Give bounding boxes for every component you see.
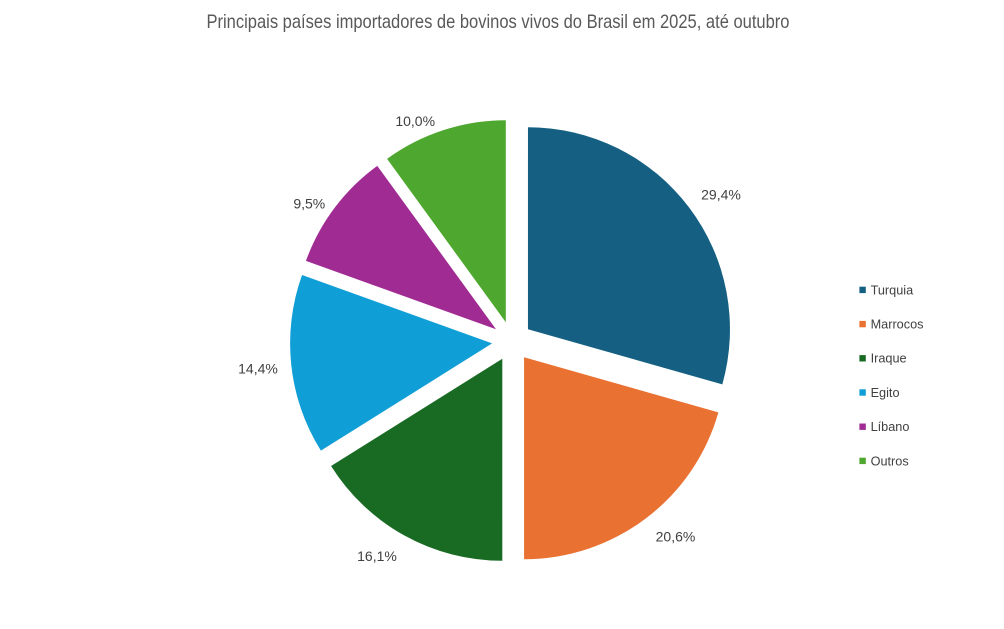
svg-text:Outros: Outros (871, 454, 909, 468)
svg-text:14,4%: 14,4% (238, 361, 278, 377)
svg-text:Marrocos: Marrocos (871, 318, 924, 332)
svg-text:20,6%: 20,6% (656, 529, 696, 545)
svg-text:9,5%: 9,5% (293, 195, 325, 211)
svg-text:Líbano: Líbano (871, 420, 910, 434)
svg-text:Iraque: Iraque (871, 352, 907, 366)
svg-text:29,4%: 29,4% (701, 187, 741, 203)
svg-text:Egito: Egito (871, 386, 900, 400)
svg-text:10,0%: 10,0% (395, 113, 435, 129)
svg-text:16,1%: 16,1% (357, 548, 397, 564)
svg-text:Turquia: Turquia (871, 283, 914, 297)
